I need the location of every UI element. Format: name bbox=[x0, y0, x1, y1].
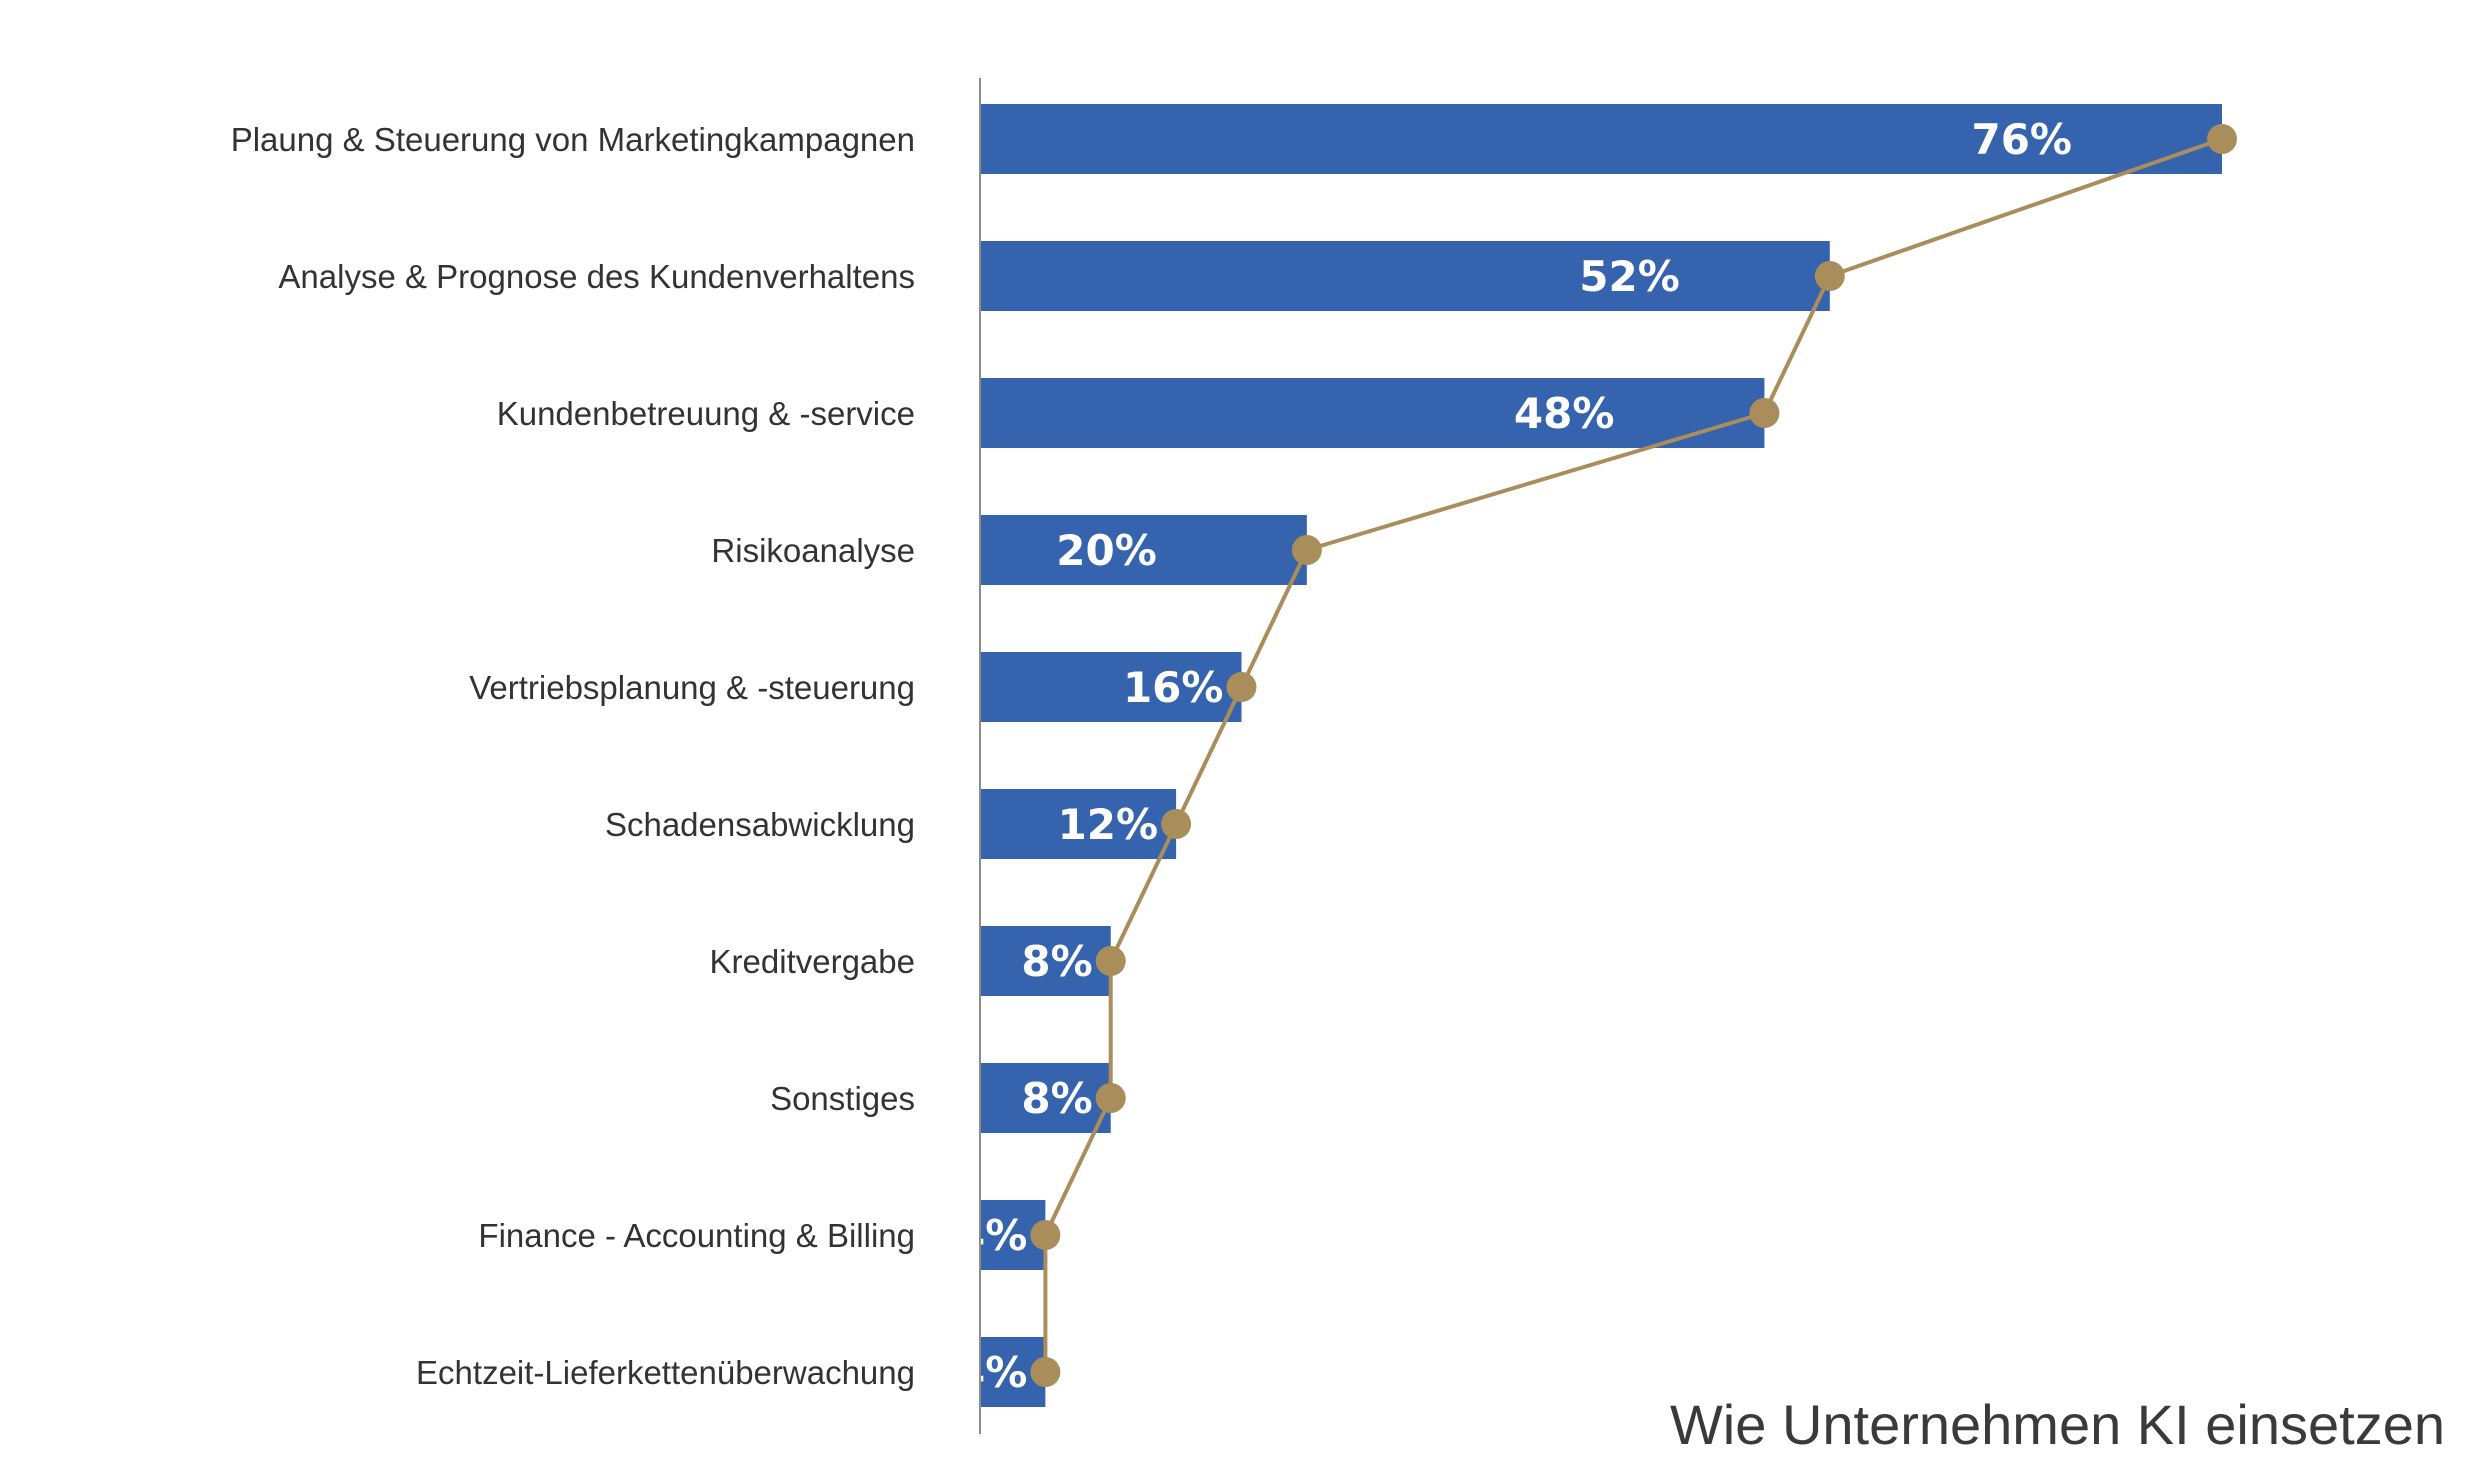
category-label: Risikoanalyse bbox=[711, 532, 915, 569]
bar bbox=[980, 926, 1111, 996]
category-label: Echtzeit-Lieferkettenüberwachung bbox=[416, 1354, 915, 1391]
bar bbox=[980, 652, 1242, 722]
value-label: 16% bbox=[1123, 663, 1224, 712]
line-marker bbox=[1291, 535, 1322, 565]
line-marker bbox=[2207, 124, 2237, 154]
line-marker bbox=[1095, 1083, 1126, 1113]
value-label: 20% bbox=[1056, 526, 1157, 575]
bars-layer bbox=[980, 104, 2222, 1407]
value-labels-layer: 76% 52% 48% 20% 16% 12% 8% 8% 4% 4% bbox=[956, 115, 2072, 1397]
line-marker bbox=[1030, 1357, 1061, 1387]
value-label: 8% bbox=[1021, 937, 1092, 986]
category-label: Schadensabwicklung bbox=[605, 806, 915, 843]
line-marker bbox=[1749, 398, 1780, 428]
overlay-line-layer bbox=[1030, 124, 2237, 1387]
line-marker bbox=[1095, 946, 1126, 976]
category-label: Kreditvergabe bbox=[710, 943, 915, 980]
value-label: 4% bbox=[956, 1348, 1027, 1397]
line-marker bbox=[1226, 672, 1257, 702]
bar bbox=[980, 1063, 1111, 1133]
bar bbox=[980, 241, 1830, 311]
category-label: Vertriebsplanung & -steuerung bbox=[469, 669, 915, 706]
overlay-line bbox=[1043, 137, 2223, 1372]
category-label: Kundenbetreuung & -service bbox=[497, 395, 915, 432]
value-label: 4% bbox=[956, 1211, 1027, 1260]
category-label: Plaung & Steuerung von Marketingkampagne… bbox=[231, 121, 915, 158]
category-labels-layer: Plaung & Steuerung von Marketingkampagne… bbox=[231, 121, 915, 1391]
bar bbox=[980, 378, 1765, 448]
value-label: 8% bbox=[1021, 1074, 1092, 1123]
value-label: 52% bbox=[1579, 252, 1680, 301]
bar bbox=[980, 104, 2222, 174]
category-label: Analyse & Prognose des Kundenverhaltens bbox=[278, 258, 915, 295]
bar bbox=[980, 789, 1177, 859]
value-label: 76% bbox=[1971, 115, 2072, 164]
category-label: Sonstiges bbox=[770, 1080, 915, 1117]
value-label: 12% bbox=[1058, 800, 1159, 849]
line-marker bbox=[1814, 261, 1845, 291]
line-marker bbox=[1030, 1220, 1061, 1250]
category-label: Finance - Accounting & Billing bbox=[478, 1217, 915, 1254]
value-label: 48% bbox=[1514, 389, 1615, 438]
bar bbox=[980, 515, 1307, 585]
chart-title: Wie Unternehmen KI einsetzen bbox=[1670, 1393, 2445, 1456]
line-marker bbox=[1161, 809, 1192, 839]
